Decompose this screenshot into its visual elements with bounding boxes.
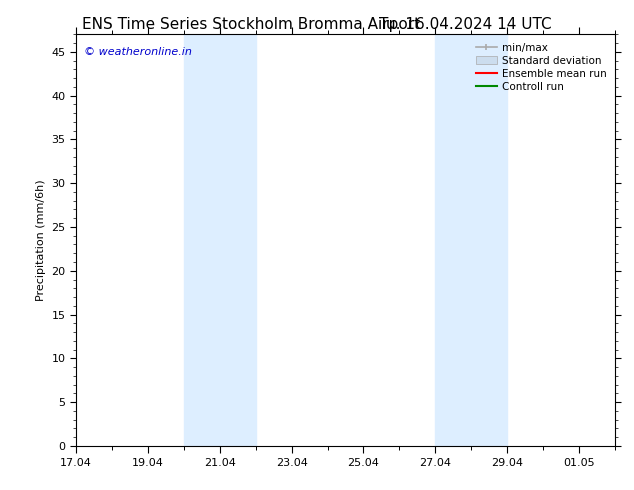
Text: ENS Time Series Stockholm Bromma Airport: ENS Time Series Stockholm Bromma Airport: [82, 17, 420, 32]
Bar: [184, 34, 256, 446]
Text: Tu. 16.04.2024 14 UTC: Tu. 16.04.2024 14 UTC: [379, 17, 552, 32]
Legend: min/max, Standard deviation, Ensemble mean run, Controll run: min/max, Standard deviation, Ensemble me…: [473, 40, 610, 95]
Y-axis label: Precipitation (mm/6h): Precipitation (mm/6h): [36, 179, 46, 301]
Text: © weatheronline.in: © weatheronline.in: [84, 47, 192, 57]
Bar: [436, 34, 507, 446]
